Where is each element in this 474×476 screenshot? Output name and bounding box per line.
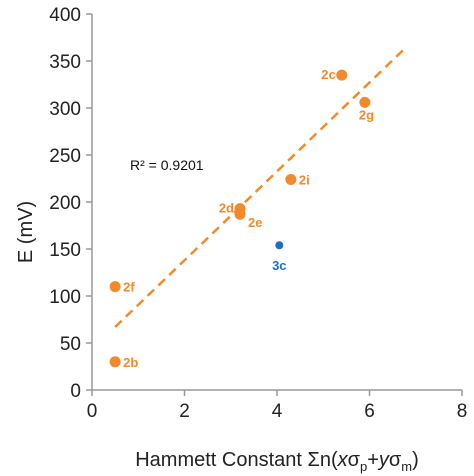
x-axis-title-sigma-p: σ	[348, 449, 361, 471]
y-tick-label: 200	[49, 193, 81, 214]
data-label-2e: 2e	[248, 215, 262, 230]
y-tick-label: 50	[60, 334, 81, 355]
y-tick-label: 350	[49, 52, 81, 73]
x-axis-title-suffix: )	[412, 449, 419, 471]
y-tick-label: 250	[49, 146, 81, 167]
x-tick-label: 2	[179, 401, 190, 422]
data-label-2f: 2f	[123, 280, 135, 295]
trendline	[114, 45, 408, 328]
x-tick-label: 6	[364, 401, 375, 422]
x-axis-title-sub-m: m	[401, 459, 412, 474]
x-tick-label: 8	[457, 401, 468, 422]
data-label-2i: 2i	[299, 172, 310, 187]
data-point-2g	[359, 96, 371, 108]
data-point-labels: 2b 2f 2d 2e 2i 2c 2g 3c	[123, 67, 374, 370]
y-axis-title: E (mV)	[15, 201, 37, 263]
y-axis-ticks: 0 50 100 150 200 250 300 350 400	[49, 5, 92, 402]
y-tick-label: 150	[49, 240, 81, 261]
data-label-2g: 2g	[359, 107, 374, 122]
data-point-2f	[109, 281, 121, 293]
x-axis-title: Hammett Constant Σn(xσp+yσm)	[135, 449, 419, 474]
data-points	[109, 69, 371, 368]
x-tick-label: 4	[272, 401, 283, 422]
x-tick-label: 0	[87, 401, 98, 422]
data-label-2d: 2d	[219, 201, 234, 216]
data-label-2c: 2c	[321, 67, 335, 82]
x-axis-title-plus: +	[367, 449, 379, 471]
y-tick-label: 100	[49, 287, 81, 308]
x-axis-title-y: y	[377, 449, 390, 471]
data-point-2i	[285, 173, 297, 185]
x-axis-ticks: 0 2 4 6 8	[87, 390, 468, 422]
data-point-2e	[234, 208, 246, 220]
x-axis-title-sigma-m: σ	[389, 449, 402, 471]
y-tick-label: 0	[70, 381, 81, 402]
data-label-3c: 3c	[272, 258, 286, 273]
data-point-2b	[109, 356, 121, 368]
data-point-3c	[275, 241, 284, 250]
r-squared-annotation: R² = 0.9201	[130, 157, 204, 173]
y-tick-label: 400	[49, 5, 81, 26]
data-label-2b: 2b	[123, 355, 138, 370]
data-point-2c	[336, 69, 348, 81]
x-axis-title-sub-p: p	[360, 459, 367, 474]
x-axis-title-x: x	[337, 449, 349, 471]
x-axis-title-prefix: Hammett Constant Σn(	[135, 449, 338, 471]
y-tick-label: 300	[49, 99, 81, 120]
